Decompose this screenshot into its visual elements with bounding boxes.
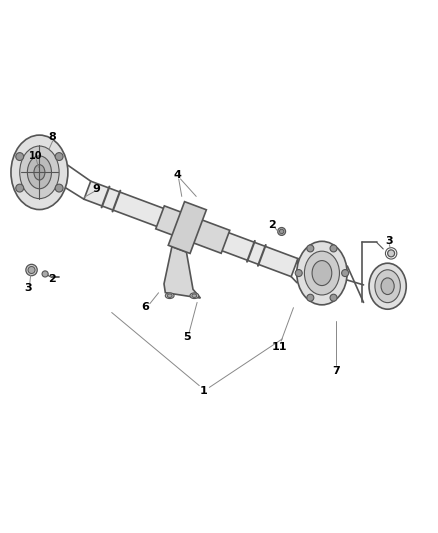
Text: 8: 8 (49, 132, 57, 142)
Text: 9: 9 (92, 183, 100, 193)
Text: 1: 1 (200, 386, 208, 397)
Text: 5: 5 (184, 333, 191, 343)
Text: 11: 11 (272, 342, 287, 352)
Ellipse shape (190, 293, 199, 298)
Text: 7: 7 (332, 366, 340, 376)
Ellipse shape (381, 278, 394, 295)
Ellipse shape (369, 263, 406, 309)
Ellipse shape (165, 293, 174, 298)
Ellipse shape (20, 146, 59, 199)
Ellipse shape (11, 135, 68, 209)
Circle shape (16, 152, 24, 160)
Circle shape (55, 152, 63, 160)
Circle shape (42, 271, 48, 277)
Ellipse shape (312, 261, 332, 286)
Circle shape (342, 270, 349, 277)
Text: 3: 3 (25, 282, 32, 293)
Ellipse shape (375, 270, 400, 303)
Polygon shape (84, 181, 298, 277)
Polygon shape (156, 206, 230, 253)
Text: 6: 6 (141, 302, 149, 312)
Text: 10: 10 (29, 151, 42, 161)
Ellipse shape (34, 165, 45, 180)
Polygon shape (168, 201, 206, 254)
Circle shape (307, 294, 314, 301)
Text: 3: 3 (385, 236, 393, 246)
Circle shape (16, 184, 24, 192)
Circle shape (307, 245, 314, 252)
Circle shape (330, 245, 337, 252)
Text: 4: 4 (173, 169, 181, 180)
Text: 2: 2 (268, 220, 276, 230)
Text: 2: 2 (48, 274, 56, 284)
Ellipse shape (167, 294, 172, 297)
Circle shape (279, 229, 284, 233)
Circle shape (278, 228, 286, 236)
Circle shape (55, 184, 63, 192)
Ellipse shape (304, 251, 339, 295)
Ellipse shape (192, 294, 197, 297)
Circle shape (26, 264, 37, 276)
Circle shape (295, 270, 302, 277)
Circle shape (388, 250, 395, 257)
Circle shape (330, 294, 337, 301)
Ellipse shape (27, 156, 52, 189)
Ellipse shape (297, 241, 347, 305)
Circle shape (28, 266, 35, 273)
Polygon shape (164, 247, 201, 298)
